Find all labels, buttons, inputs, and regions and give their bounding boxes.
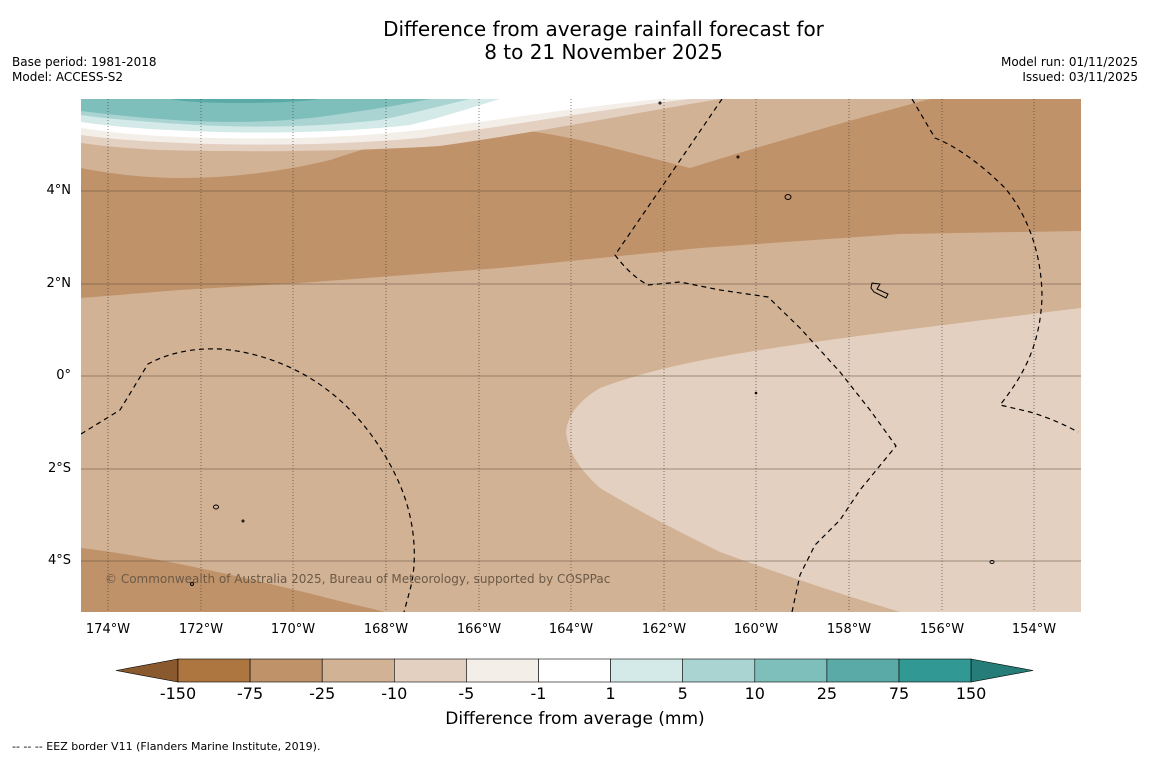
dry-patch-southwest [81,548,385,612]
colorbar-swatch [754,658,828,683]
colorbar-tick-label: -10 [381,684,408,703]
title-line-1: Difference from average rainfall forecas… [383,17,824,41]
colorbar-swatch [177,658,251,683]
eez-border-west [81,348,415,612]
colorbar-swatch [249,658,323,683]
island-south [989,560,995,564]
lon-label: 164°W [548,622,594,637]
colorbar-swatch [898,658,972,683]
colorbar-swatch [466,658,539,683]
island-dot-5 [754,391,758,395]
island-dot-3 [241,519,245,523]
colorbar-swatch [826,658,900,683]
lat-label: 4°S [47,553,71,568]
lon-label: 170°W [270,622,316,637]
lat-label: 2°N [46,276,72,291]
colorbar-tick-label: -1 [530,684,547,703]
band-teal-4 [170,99,320,103]
island-dot-4 [190,582,194,586]
lon-label: 168°W [363,622,409,637]
islands [190,101,995,586]
eez-border-central [614,99,897,612]
band-teal-3 [81,99,430,122]
graticule [81,99,1081,612]
lon-label: 154°W [1011,622,1057,637]
colorbar-tick-label: 25 [816,684,838,703]
colorbar-high-arrow [970,658,1034,683]
lon-label: 174°W [85,622,131,637]
colorbar-swatch [393,658,467,683]
lon-label: 162°W [641,622,687,637]
lon-label: 172°W [178,622,224,637]
eez-border-east [911,99,1079,433]
colorbar-tick-label: 75 [888,684,910,703]
lon-label: 166°W [456,622,502,637]
colorbar-swatch [321,658,395,683]
colorbar-low-arrow [115,658,179,683]
colorbar [115,658,1034,683]
colorbar-tick-label: 150 [955,684,987,703]
lon-label: 160°W [733,622,779,637]
colorbar-swatch [610,658,683,683]
colorbar-tick-label: 1 [605,684,616,703]
base-period: Base period: 1981-2018 [12,55,157,69]
light-region-east [566,308,1081,612]
eez-borders [81,99,1079,612]
title-line-2: 8 to 21 November 2025 [484,40,723,64]
island-baker [784,194,792,200]
lat-label: 4°N [46,183,72,198]
meta-left: Base period: 1981-2018 Model: ACCESS-S2 [12,55,157,85]
footnote: -- -- -- EEZ border V11 (Flanders Marine… [12,740,321,753]
map-title: Difference from average rainfall forecas… [0,18,1150,64]
parallels [81,190,1081,562]
colorbar-tick-label: -5 [458,684,475,703]
model-name: Model: ACCESS-S2 [12,70,124,84]
island-dot-2 [736,155,740,159]
lon-label: 156°W [919,622,965,637]
lat-label: 2°S [47,461,71,476]
lat-label: 0° [56,368,71,383]
island-dot-1 [658,101,662,105]
issued-date: Issued: 03/11/2025 [1022,70,1138,84]
colorbar-tick-label: 5 [677,684,688,703]
colorbar-tick-label: -75 [237,684,264,703]
model-run: Model run: 01/11/2025 [1000,55,1138,69]
meta-right: Model run: 01/11/2025 Issued: 03/11/2025 [1001,55,1138,85]
island-west [213,504,219,510]
colorbar-tick-label: -25 [309,684,336,703]
island-kiritimati [870,282,889,299]
map-area [81,99,1081,612]
colorbar-swatch [538,658,611,683]
colorbar-title: Difference from average (mm) [445,709,705,729]
lon-label: 158°W [826,622,872,637]
copyright-notice: © Commonwealth of Australia 2025, Bureau… [105,572,611,586]
colorbar-tick-label: 10 [744,684,765,703]
colorbar-swatch [682,658,756,683]
colorbar-tick-label: -150 [159,684,197,703]
